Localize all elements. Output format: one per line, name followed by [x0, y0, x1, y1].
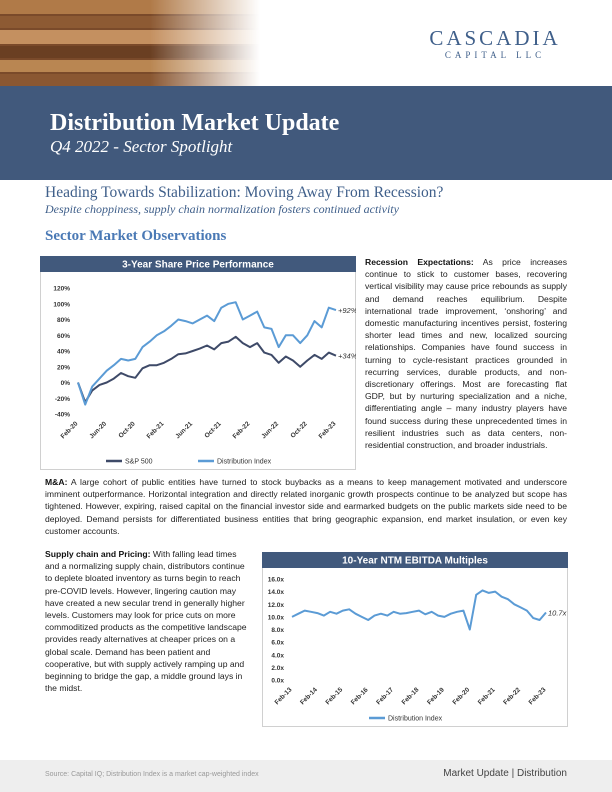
annotation: 10.7x [548, 608, 567, 617]
y-tick-label: 0.0x [271, 678, 284, 685]
footer-source: Source: Capital IQ; Distribution Index i… [45, 771, 259, 778]
series-line [77, 301, 337, 406]
y-tick-label: 60% [57, 333, 70, 340]
y-tick-label: 12.0x [268, 602, 285, 609]
series-line [77, 335, 337, 404]
chart-title: 3-Year Share Price Performance [122, 260, 274, 271]
footer-right: Market Update | Distribution [443, 768, 567, 779]
paragraph: Recession Expectations: As price increas… [365, 256, 567, 451]
annotation: +92% [338, 306, 356, 315]
paragraph-text: A large cohort of public entities have t… [45, 477, 567, 536]
banner-title: Distribution Market Update [50, 110, 340, 136]
heading: Heading Towards Stabilization: Moving Aw… [45, 184, 444, 201]
paragraph: M&A: A large cohort of public entities h… [45, 476, 567, 537]
paragraph-lead: Recession Expectations: [365, 257, 474, 267]
y-tick-label: 14.0x [268, 589, 285, 596]
y-tick-label: 8.0x [271, 627, 284, 634]
chart: 3-Year Share Price Performance -40% -20% 0%… [40, 256, 356, 470]
legend-label: Distribution Index [388, 716, 443, 723]
annotation: +34% [338, 352, 356, 361]
y-tick-label: 40% [57, 349, 70, 356]
y-tick-label: 6.0x [271, 640, 284, 647]
legend-label: S&P 500 [125, 459, 153, 466]
header-art [0, 0, 260, 86]
chart-frame [262, 552, 568, 727]
y-tick-label: 16.0x [268, 577, 285, 584]
footer [0, 760, 612, 792]
y-tick-label: 20% [57, 364, 70, 371]
series-line [291, 589, 547, 631]
paragraph-text: With falling lead times and a normalizin… [45, 549, 247, 694]
y-tick-label: 80% [57, 317, 70, 324]
chart-title-bar [262, 552, 568, 568]
y-tick-label: 100% [53, 301, 70, 308]
subheading: Despite choppiness, supply chain normali… [45, 202, 399, 216]
chart-title: 10-Year NTM EBITDA Multiples [342, 556, 488, 567]
y-tick-label: 10.0x [268, 614, 285, 621]
y-tick-label: 2.0x [271, 665, 284, 672]
paragraph-lead: M&A: [45, 477, 68, 487]
legend-label: Distribution Index [217, 459, 272, 466]
paragraph-text: As price increases continue to stick to … [365, 257, 567, 451]
banner [0, 86, 612, 180]
y-tick-label: 120% [53, 286, 70, 293]
banner-subtitle: Q4 2022 - Sector Spotlight [50, 137, 233, 156]
chart-frame [40, 256, 356, 470]
y-tick-label: -40% [55, 412, 70, 419]
chart-title-bar [40, 256, 356, 272]
paragraph: Supply chain and Pricing: With falling l… [45, 548, 250, 694]
section-title: Sector Market Observations [45, 228, 227, 244]
y-tick-label: 4.0x [271, 652, 284, 659]
paragraph-lead: Supply chain and Pricing: [45, 549, 151, 559]
logo-sub: CAPITAL LLC [444, 50, 546, 60]
logo-name: CASCADIA [429, 26, 561, 50]
chart: 10-Year NTM EBITDA Multiples 0.0x 2.0x 4.0x… [262, 552, 568, 727]
y-tick-label: 0% [61, 380, 71, 387]
y-tick-label: -20% [55, 396, 70, 403]
